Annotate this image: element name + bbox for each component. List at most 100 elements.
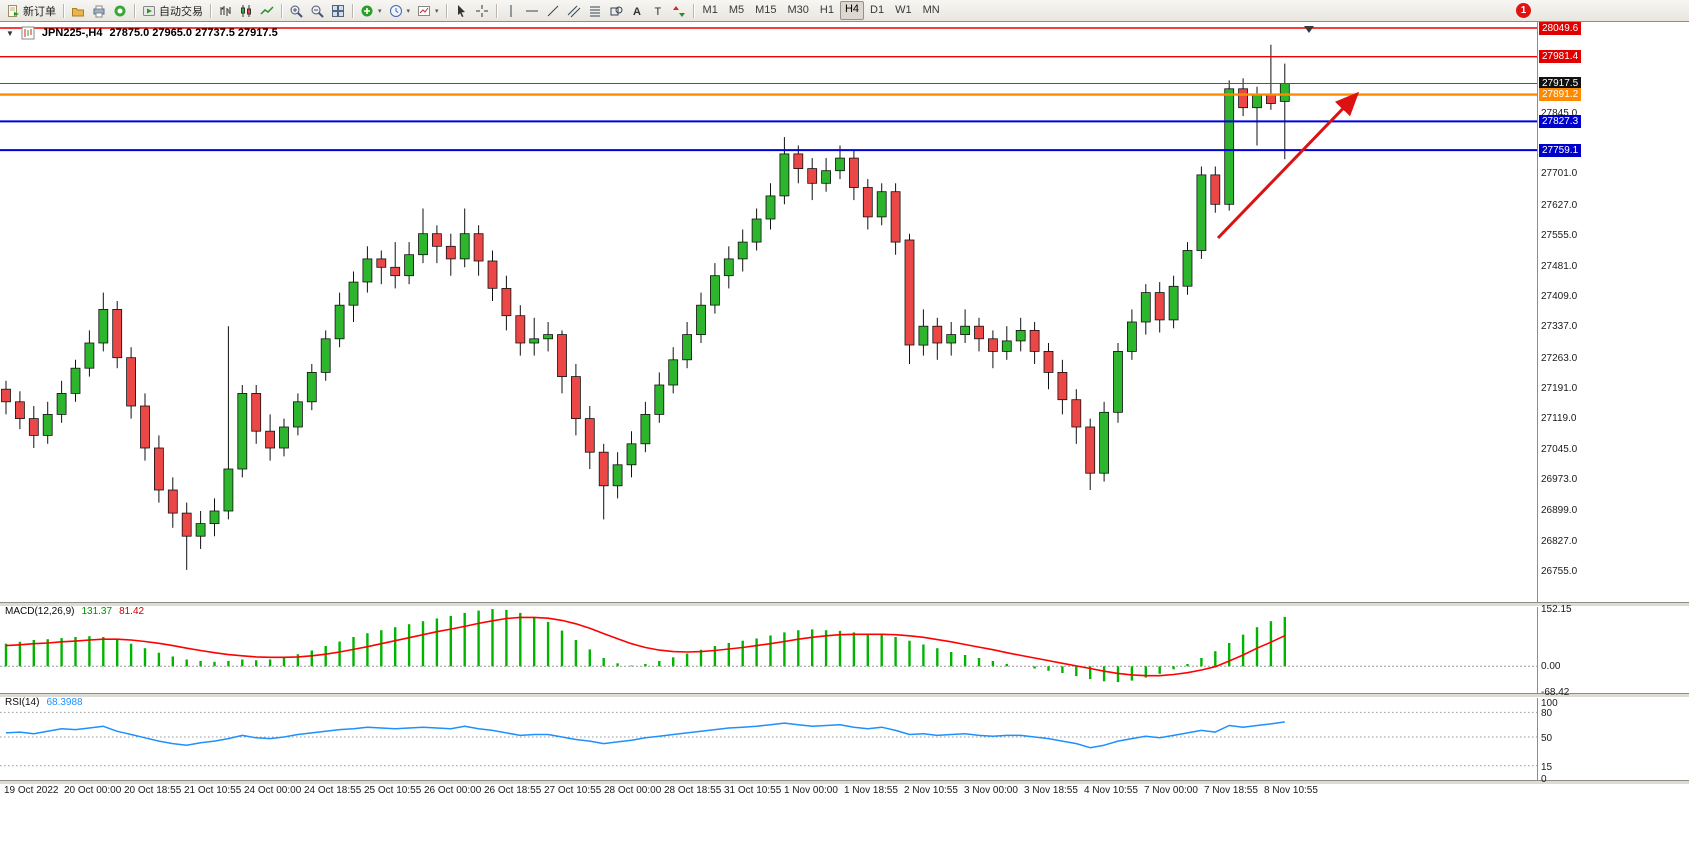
toolbar-separator bbox=[134, 3, 135, 18]
time-axis-label: 25 Oct 10:55 bbox=[364, 785, 422, 796]
macd-axis-label: -68.42 bbox=[1541, 687, 1570, 698]
price-axis-label: 27701.0 bbox=[1541, 168, 1578, 179]
text-button[interactable]: A bbox=[627, 2, 647, 20]
time-axis-label: 28 Oct 00:00 bbox=[604, 785, 662, 796]
vline-button[interactable] bbox=[501, 2, 521, 20]
timeframe-h1-button[interactable]: H1 bbox=[819, 4, 834, 16]
bar-chart-button[interactable] bbox=[215, 2, 235, 20]
time-axis-label: 8 Nov 10:55 bbox=[1264, 785, 1318, 796]
cursor-icon bbox=[454, 4, 468, 18]
window-menu-icon[interactable]: ▼ bbox=[6, 28, 14, 38]
svg-text:T: T bbox=[654, 6, 661, 18]
community-button[interactable] bbox=[110, 2, 130, 20]
timeframe-d1-button[interactable]: D1 bbox=[870, 4, 885, 16]
timeframe-h4-button[interactable]: H4 bbox=[839, 1, 865, 20]
timeframe-w1-button[interactable]: W1 bbox=[895, 4, 912, 16]
price-badge: 27759.1 bbox=[1539, 144, 1582, 157]
toolbar-separator bbox=[692, 3, 694, 18]
rsi-name: RSI(14) bbox=[5, 697, 40, 708]
tile-windows-button[interactable] bbox=[328, 2, 348, 20]
new-order-button[interactable]: 新订单 bbox=[3, 2, 59, 20]
price-badge: 27891.2 bbox=[1539, 88, 1582, 101]
shapes-button[interactable] bbox=[606, 2, 626, 20]
time-axis-label: 24 Oct 18:55 bbox=[304, 785, 362, 796]
macd-axis-label: 152.15 bbox=[1541, 604, 1572, 615]
profiles-button[interactable] bbox=[68, 2, 88, 20]
toolbar-separator bbox=[281, 3, 282, 18]
arrows-button[interactable] bbox=[669, 2, 689, 20]
time-axis-label: 3 Nov 18:55 bbox=[1024, 785, 1078, 796]
trend-arrow[interactable] bbox=[1216, 91, 1360, 240]
toolbar-separator bbox=[352, 3, 353, 18]
price-axis-label: 27119.0 bbox=[1541, 413, 1577, 424]
price-axis-label: 27337.0 bbox=[1541, 321, 1578, 332]
print-icon bbox=[92, 4, 106, 18]
candlesticks bbox=[1, 44, 1290, 570]
price-axis-label: 27627.0 bbox=[1541, 200, 1578, 211]
rsi-axis-label: 50 bbox=[1541, 733, 1553, 744]
chart-canvas[interactable] bbox=[0, 21, 1689, 864]
price-axis-label: 27191.0 bbox=[1541, 383, 1578, 394]
rsi-value: 68.3988 bbox=[46, 697, 83, 708]
price-axis-label: 26973.0 bbox=[1541, 474, 1578, 485]
zoom-out-button[interactable] bbox=[307, 2, 327, 20]
cursor-button[interactable] bbox=[451, 2, 471, 20]
price-axis-label: 27481.0 bbox=[1541, 261, 1578, 272]
time-axis-label: 28 Oct 18:55 bbox=[664, 785, 722, 796]
price-badge: 28049.6 bbox=[1539, 22, 1582, 35]
fibonacci-button[interactable] bbox=[585, 2, 605, 20]
timeframe-m15-button[interactable]: M15 bbox=[755, 4, 777, 16]
bar-chart-icon bbox=[218, 4, 232, 18]
price-axis-label: 27045.0 bbox=[1541, 444, 1578, 455]
chart-window: ▼ JPN225-,H4 27875.0 27965.0 27737.5 279… bbox=[0, 21, 1689, 864]
time-axis-label: 31 Oct 10:55 bbox=[724, 785, 782, 796]
timeframe-m5-button[interactable]: M5 bbox=[728, 4, 745, 16]
price-axis-label: 27555.0 bbox=[1541, 230, 1578, 241]
rsi-line bbox=[5, 721, 1285, 749]
main-toolbar: 新订单 自动交易 ▾ ▾ ▾ A T M1 M5 M15 M30 H1 H4 D1 W1 MN bbox=[0, 0, 1689, 22]
chart-icon bbox=[21, 26, 35, 40]
dropdown-caret-icon: ▾ bbox=[406, 7, 411, 15]
time-axis-label: 7 Nov 18:55 bbox=[1204, 785, 1258, 796]
timeframe-m1-button[interactable]: M1 bbox=[702, 4, 718, 16]
print-button[interactable] bbox=[89, 2, 109, 20]
timeframe-m30-button[interactable]: M30 bbox=[787, 4, 809, 16]
autotrading-button[interactable]: 自动交易 bbox=[139, 2, 206, 20]
indicators-button[interactable]: ▾ bbox=[357, 2, 385, 20]
label-button[interactable]: T bbox=[648, 2, 668, 20]
channel-button[interactable] bbox=[564, 2, 584, 20]
rsi-axis-label: 0 bbox=[1541, 774, 1547, 785]
dropdown-caret-icon: ▾ bbox=[378, 7, 382, 15]
toolbar-separator bbox=[445, 3, 447, 18]
templates-button[interactable]: ▾ bbox=[414, 2, 442, 20]
crosshair-button[interactable] bbox=[472, 2, 492, 20]
timeframe-mn-button[interactable]: MN bbox=[922, 4, 940, 16]
price-axis-label: 26755.0 bbox=[1541, 566, 1578, 577]
time-axis-label: 20 Oct 18:55 bbox=[124, 785, 182, 796]
candlestick-button[interactable] bbox=[236, 2, 256, 20]
toolbar-separator bbox=[495, 3, 497, 18]
chart-symbol-period: JPN225-,H4 bbox=[41, 27, 103, 39]
periods-button[interactable]: ▾ bbox=[386, 2, 414, 20]
rsi-axis-label: 100 bbox=[1541, 698, 1558, 709]
macd-panel-separator[interactable] bbox=[0, 602, 1689, 607]
trendline-icon bbox=[546, 4, 560, 18]
price-axis-label: 26827.0 bbox=[1541, 536, 1578, 547]
svg-text:A: A bbox=[633, 6, 641, 18]
hline-button[interactable] bbox=[522, 2, 542, 20]
zoom-out-icon bbox=[310, 4, 324, 18]
rsi-panel-separator[interactable] bbox=[0, 693, 1689, 698]
label-icon: T bbox=[651, 4, 665, 18]
community-icon bbox=[113, 4, 127, 18]
notifications-badge[interactable]: 1 bbox=[1516, 3, 1531, 18]
crosshair-icon bbox=[475, 4, 489, 18]
macd-signal-line bbox=[5, 616, 1286, 677]
hline-icon bbox=[525, 4, 539, 18]
macd-main-value: 131.37 bbox=[81, 606, 113, 617]
zoom-in-button[interactable] bbox=[286, 2, 306, 20]
chart-shift-marker[interactable] bbox=[1304, 26, 1314, 33]
indicators-icon bbox=[360, 4, 374, 18]
line-chart-button[interactable] bbox=[257, 2, 277, 20]
trendline-button[interactable] bbox=[543, 2, 563, 20]
time-axis-label: 26 Oct 00:00 bbox=[424, 785, 482, 796]
